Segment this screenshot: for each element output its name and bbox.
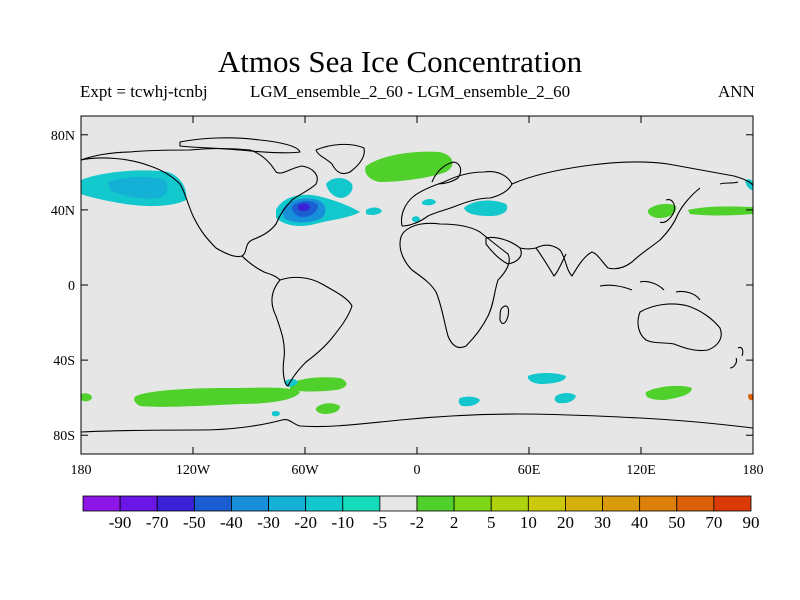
- west-edge-south: [81, 393, 92, 402]
- colorbar-label: 90: [743, 513, 760, 532]
- japan-coast: [659, 199, 676, 224]
- mid-atlantic-patch: [366, 207, 382, 215]
- iberia-patch: [412, 216, 420, 223]
- drake-passage-band: [290, 377, 347, 392]
- plot-title: Atmos Sea Ice Concentration: [217, 44, 583, 79]
- anomaly-fields: [81, 151, 753, 417]
- y-tick-label: 80S: [53, 429, 75, 444]
- colorbar-swatch: [453, 495, 492, 512]
- x-tick-label: 60W: [291, 463, 319, 478]
- x-tick-label: 0: [414, 463, 421, 478]
- south-america-coast: [271, 276, 353, 387]
- colorbar-swatch: [602, 495, 641, 512]
- colorbar-swatch: [490, 495, 529, 512]
- colorbar-label: 20: [557, 513, 574, 532]
- colorbar-swatch: [565, 495, 603, 512]
- colorbar-label: -5: [373, 513, 387, 532]
- colorbar-swatch: [193, 495, 232, 512]
- colorbar-label: 70: [705, 513, 722, 532]
- x-tick-label: 180: [71, 463, 92, 478]
- colorbar-label: -70: [146, 513, 169, 532]
- india-coast: [535, 247, 567, 277]
- weddell-teal: [284, 379, 298, 387]
- x-tick-label: 120E: [626, 463, 656, 478]
- colorbar-label: -20: [294, 513, 317, 532]
- x-tick-label: 60E: [518, 463, 541, 478]
- mediterranean-anomaly: [422, 199, 436, 206]
- colorbar-label: 50: [668, 513, 685, 532]
- colorbar-label: 2: [450, 513, 459, 532]
- greenland-coast: [315, 143, 365, 175]
- colorbar-label: -30: [257, 513, 280, 532]
- axis-ticks: 180 120W 60W 0 60E 120E 180 80N 40N 0 40S 80S: [51, 116, 764, 478]
- south-atlantic-blob: [315, 403, 340, 414]
- colorbar-label: 5: [487, 513, 496, 532]
- kerguelen-teal: [554, 393, 576, 404]
- colorbar-swatch: [305, 495, 344, 512]
- colorbar-swatch: [379, 495, 418, 512]
- asia-coast: [511, 161, 753, 277]
- arabia-coast: [485, 236, 522, 265]
- colorbar-swatch: [156, 495, 195, 512]
- south-indian-green: [645, 385, 692, 400]
- experiment-label: Expt = tcwhj-tcnbj: [80, 82, 208, 101]
- japan-anomaly: [647, 203, 677, 218]
- antarctica-coast: [81, 413, 753, 433]
- scandinavia-coast: [431, 161, 462, 185]
- y-tick-label: 40N: [51, 204, 75, 219]
- australia-coast: [637, 303, 722, 352]
- north-pacific-core: [108, 176, 168, 199]
- x-tick-label: 120W: [176, 463, 211, 478]
- colorbar-swatch: [676, 495, 715, 512]
- colorbar-label: -2: [410, 513, 424, 532]
- nw-pacific-band: [688, 206, 753, 216]
- barents-anomaly: [365, 151, 453, 182]
- south-pacific-band: [134, 387, 300, 407]
- colorbar-label: 40: [631, 513, 648, 532]
- y-tick-label: 0: [68, 279, 75, 294]
- labrador-anomaly: [326, 178, 353, 198]
- east-edge-anomaly: [745, 179, 753, 190]
- south-atlantic-teal: [458, 396, 480, 407]
- coastlines: [81, 137, 753, 433]
- madagascar-coast: [499, 305, 510, 325]
- colorbar-swatch: [416, 495, 455, 512]
- colorbar-swatch: [342, 495, 381, 512]
- arctic-islands: [179, 137, 301, 154]
- colorbar-swatch: [268, 495, 307, 512]
- africa-coast: [399, 222, 510, 349]
- colorbar-label: -50: [183, 513, 206, 532]
- colorbar-label: -90: [109, 513, 132, 532]
- map-area: 180 120W 60W 0 60E 120E 180 80N 40N 0 40S 80S: [51, 115, 764, 478]
- north-atlantic-center: [298, 203, 310, 212]
- black-sea-anomaly: [464, 200, 508, 216]
- east-edge-south: [748, 393, 753, 401]
- colorbar-swatch: [527, 495, 566, 512]
- central-america-coast: [241, 255, 281, 281]
- colorbar-swatch: [639, 495, 678, 512]
- ross-sea-teal: [272, 410, 280, 417]
- south-indian-teal: [527, 373, 566, 384]
- indonesia-coast: [599, 280, 701, 301]
- colorbar-label: 30: [594, 513, 611, 532]
- colorbar-swatch: [82, 495, 121, 512]
- colorbar-swatch: [119, 495, 158, 512]
- colorbar-label: -40: [220, 513, 243, 532]
- y-tick-label: 40S: [53, 354, 75, 369]
- colorbar-swatch: [231, 495, 269, 512]
- season-label: ANN: [718, 82, 755, 101]
- x-tick-label: 180: [743, 463, 764, 478]
- colorbar-label: 10: [520, 513, 537, 532]
- colorbar: -90 -70 -50 -40 -30 -20 -10 -5 -2 2 5 10 20 30 40 50 70 9…: [82, 495, 760, 532]
- colorbar-swatch: [713, 495, 752, 512]
- colorbar-label: -10: [331, 513, 354, 532]
- new-zealand-coast: [729, 346, 744, 369]
- y-tick-label: 80N: [51, 129, 75, 144]
- ensemble-label: LGM_ensemble_2_60 - LGM_ensemble_2_60: [250, 82, 571, 101]
- aleutian-islands: [719, 181, 739, 185]
